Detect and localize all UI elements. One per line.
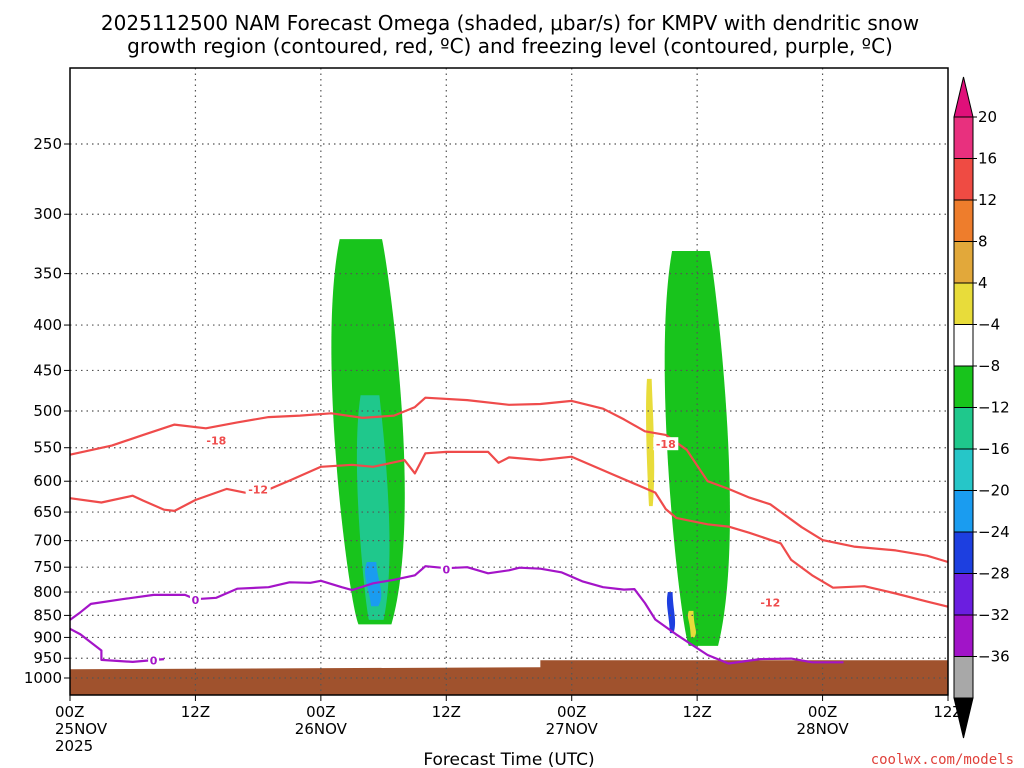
y-tick-label-950: 950 — [33, 649, 62, 667]
colorbar-swatch-12 — [953, 614, 974, 657]
colorbar-swatch-1 — [953, 158, 974, 201]
contour-labels: -18 -12 -18 -12 0 0 0 — [148, 433, 783, 667]
x-tick-label-24-1: 26NOV — [295, 720, 348, 738]
y-tick-label-900: 900 — [33, 628, 62, 646]
terrain — [70, 660, 948, 695]
colorbar-label-9: −20 — [978, 482, 1010, 500]
contour-label-4: 0 — [192, 594, 200, 607]
x-tick-label-48-1: 27NOV — [546, 720, 599, 738]
contour-label-5: 0 — [442, 564, 450, 577]
colorbar-label-6: −8 — [978, 357, 1000, 375]
colorbar-swatch-2 — [953, 199, 974, 242]
y-tick-label-250: 250 — [33, 135, 62, 153]
contour-label-bg-5 — [440, 562, 452, 576]
colorbar-label-10: −24 — [978, 523, 1010, 541]
contour-label-bg-4 — [189, 593, 201, 607]
x-tick-label-0-2: 2025 — [55, 737, 93, 755]
contour-label-bg-6 — [148, 653, 160, 667]
grid — [70, 68, 948, 695]
x-tick-label-60-0: 12Z — [682, 703, 711, 721]
y-tick-label-700: 700 — [33, 532, 62, 550]
colorbar-swatch-9 — [953, 490, 974, 533]
contour-label-2: -18 — [656, 438, 676, 451]
colorbar-swatch-6 — [953, 365, 974, 408]
colorbar-label-12: −32 — [978, 606, 1010, 624]
x-tick-label-48-0: 00Z — [557, 703, 586, 721]
contour-label-bg-0 — [203, 433, 229, 447]
x-tick-label-0-0: 00Z — [55, 703, 84, 721]
colorbar-swatch-8 — [953, 448, 974, 491]
title-line-1: 2025112500 NAM Forecast Omega (shaded, μ… — [101, 11, 919, 35]
x-tick-label-72-1: 28NOV — [797, 720, 850, 738]
colorbar-label-13: −36 — [978, 648, 1010, 666]
x-tick-label-36-0: 12Z — [432, 703, 461, 721]
y-tick-label-450: 450 — [33, 361, 62, 379]
colorbar-label-2: 12 — [978, 191, 997, 209]
y-tick-label-600: 600 — [33, 472, 62, 490]
colorbar-swatch-5 — [953, 324, 974, 367]
x-tick-label-0-1: 25NOV — [55, 720, 108, 738]
colorbar-label-0: 20 — [978, 108, 997, 126]
contour-label-1: -12 — [248, 483, 268, 496]
contour-line-0-3 — [69, 627, 165, 664]
colorbar-swatch-4 — [953, 282, 974, 325]
colorbar-label-7: −12 — [978, 399, 1010, 417]
y-tick-label-350: 350 — [33, 265, 62, 283]
title-line-2: growth region (contoured, red, ºC) and f… — [127, 34, 893, 58]
contour-label-bg-1 — [245, 482, 271, 496]
contour-line--18-0 — [69, 396, 949, 564]
colorbar-bottom-arrow — [953, 697, 974, 739]
colorbar-swatch-11 — [953, 573, 974, 616]
colorbar-swatch-3 — [953, 241, 974, 284]
y-tick-label-750: 750 — [33, 558, 62, 576]
colorbar-swatch-7 — [953, 407, 974, 450]
contour-label-6: 0 — [150, 654, 158, 667]
x-tick-label-84-0: 12Z — [933, 703, 962, 721]
y-tick-label-400: 400 — [33, 316, 62, 334]
omega-region-2 — [356, 395, 390, 620]
y-tick-label-550: 550 — [33, 439, 62, 457]
y-tick-label-650: 650 — [33, 503, 62, 521]
x-tick-label-72-0: 00Z — [808, 703, 837, 721]
terrain-fill — [70, 660, 948, 695]
colorbar-label-11: −28 — [978, 565, 1010, 583]
omega-region-6 — [687, 610, 697, 638]
omega-region-4 — [666, 592, 676, 634]
colorbar-swatch-0 — [953, 116, 974, 159]
contour-label-0: -18 — [206, 435, 226, 448]
colorbar-label-3: 8 — [978, 233, 988, 251]
contour-label-bg-3 — [757, 595, 783, 609]
colorbar-label-4: 4 — [978, 274, 988, 292]
colorbar-label-8: −16 — [978, 440, 1010, 458]
x-tick-label-24-0: 00Z — [306, 703, 335, 721]
y-axis: 250 300 350 400 450 500 550 600 650 700 750 800 850 9… — [24, 135, 70, 687]
plot-frame — [69, 67, 949, 696]
contour-label-bg-2 — [653, 437, 679, 451]
x-tick-label-12-0: 12Z — [181, 703, 210, 721]
contour-line--12-1 — [69, 450, 949, 608]
contour-label-3: -12 — [760, 596, 780, 609]
colorbar-swatch-13 — [953, 656, 974, 699]
colorbar-label-1: 16 — [978, 150, 997, 168]
y-tick-label-1000: 1000 — [24, 669, 62, 687]
y-tick-label-500: 500 — [33, 402, 62, 420]
credit-text: coolwx.com/models — [871, 752, 1014, 768]
colorbar-swatch-10 — [953, 531, 974, 574]
y-tick-label-300: 300 — [33, 205, 62, 223]
y-tick-label-800: 800 — [33, 583, 62, 601]
y-tick-label-850: 850 — [33, 606, 62, 624]
colorbar: 20 16 12 8 4 −4 −8 −12 −16 −20 −24 −28 −32 −36 — [953, 76, 1010, 739]
colorbar-label-5: −4 — [978, 316, 1000, 334]
x-axis-title: Forecast Time (UTC) — [423, 750, 594, 768]
